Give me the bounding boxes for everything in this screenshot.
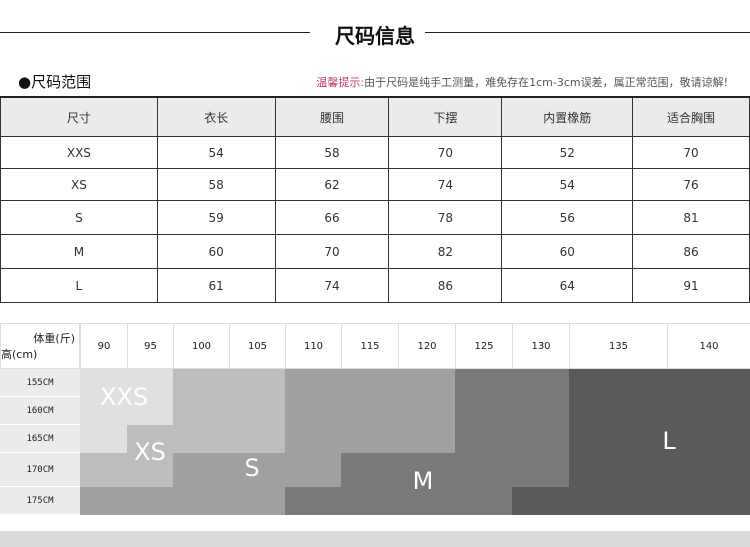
header-cell: 尺寸	[0, 96, 158, 137]
table-cell: 60	[156, 234, 276, 269]
weight-tick: 120	[398, 323, 456, 369]
weight-tick: 95	[127, 323, 174, 369]
table-cell: 64	[501, 268, 634, 303]
weight-tick: 125	[455, 323, 513, 369]
weight-tick: 105	[229, 323, 286, 369]
table-cell: 54	[156, 136, 276, 169]
table-cell: 81	[632, 200, 750, 235]
size-region-s	[173, 453, 341, 487]
height-tick: 170CM	[0, 453, 80, 487]
table-row: XS 58 62 74 54 76	[0, 168, 750, 201]
size-region-xxs	[80, 425, 127, 453]
size-label-s: S	[244, 454, 260, 482]
page-title: 尺码信息	[335, 24, 415, 48]
header-cell: 下摆	[388, 96, 503, 137]
table-cell: 91	[632, 268, 750, 303]
table-cell: S	[0, 200, 158, 235]
height-tick: 165CM	[0, 425, 80, 453]
table-cell: 70	[274, 234, 390, 269]
table-cell: 74	[388, 168, 503, 201]
table-cell: 82	[388, 234, 503, 269]
size-region-xxs	[80, 369, 173, 425]
title-rule-right	[425, 32, 750, 33]
table-cell: 70	[632, 136, 750, 169]
size-label-xxs: XXS	[99, 383, 149, 411]
weight-height-corner: 体重(斤) 高(cm)	[0, 323, 80, 369]
table-cell: 66	[274, 200, 390, 235]
table-cell: XXS	[0, 136, 158, 169]
table-cell: 76	[632, 168, 750, 201]
table-row: XXS 54 58 70 52 70	[0, 136, 750, 169]
table-cell: 58	[274, 136, 390, 169]
table-cell: 86	[388, 268, 503, 303]
header-cell: 衣长	[156, 96, 276, 137]
height-tick: 175CM	[0, 487, 80, 515]
table-cell: 86	[632, 234, 750, 269]
tip-note: 温馨提示:由于尺码是纯手工测量，难免存在1cm-3cm误差，属正常范围，敬请谅解…	[316, 74, 728, 90]
weight-tick: 140	[667, 323, 750, 369]
size-region-s	[80, 487, 285, 515]
size-label-xs: XS	[134, 438, 166, 466]
table-cell: 61	[156, 268, 276, 303]
table-cell: 58	[156, 168, 276, 201]
size-label-m: M	[412, 467, 434, 495]
weight-tick: 135	[569, 323, 668, 369]
tip-text: 由于尺码是纯手工测量，难免存在1cm-3cm误差，属正常范围，敬请谅解!	[364, 76, 728, 89]
size-region-s	[285, 369, 455, 453]
table-cell: 60	[501, 234, 634, 269]
size-region-m	[285, 487, 512, 515]
height-axis-label: 高(cm)	[1, 348, 38, 361]
weight-tick: 90	[80, 323, 128, 369]
height-tick: 160CM	[0, 397, 80, 425]
table-cell: 56	[501, 200, 634, 235]
size-region-xs	[173, 369, 285, 453]
header-cell: 适合胸围	[632, 96, 750, 137]
table-row: L 61 74 86 64 91	[0, 268, 750, 303]
table-row: S 59 66 78 56 81	[0, 200, 750, 235]
table-cell: M	[0, 234, 158, 269]
table-cell: L	[0, 268, 158, 303]
size-chart-grid: 体重(斤) 高(cm) 90 95 100 105 110 115 120 125 130 135 14…	[0, 323, 750, 516]
size-table: 尺寸 衣长 腰围 下摆 内置橡筋 适合胸围 XXS 54 58 70 52 70 XS 58 6…	[0, 96, 750, 303]
section-heading: ●尺码范围	[18, 73, 92, 91]
table-cell: 62	[274, 168, 390, 201]
weight-tick: 115	[341, 323, 399, 369]
table-cell: 74	[274, 268, 390, 303]
header-cell: 内置橡筋	[501, 96, 634, 137]
title-rule-left	[0, 32, 310, 33]
tip-label: 温馨提示:	[316, 76, 365, 89]
table-cell: XS	[0, 168, 158, 201]
weight-tick: 100	[173, 323, 230, 369]
size-region-l	[512, 487, 569, 515]
weight-tick: 130	[512, 323, 570, 369]
table-cell: 54	[501, 168, 634, 201]
table-row: M 60 70 82 60 86	[0, 234, 750, 269]
weight-tick: 110	[285, 323, 342, 369]
size-region-m	[455, 369, 569, 487]
weight-axis-label: 体重(斤)	[33, 332, 75, 345]
size-region-xs	[80, 453, 127, 487]
table-cell: 78	[388, 200, 503, 235]
size-region-m	[341, 453, 455, 487]
size-label-l: L	[662, 427, 676, 455]
table-cell: 59	[156, 200, 276, 235]
footer-band	[0, 531, 750, 547]
header-cell: 腰围	[274, 96, 390, 137]
table-cell: 52	[501, 136, 634, 169]
size-region-l	[569, 369, 750, 515]
table-cell: 70	[388, 136, 503, 169]
size-region-xs	[127, 425, 173, 487]
height-tick: 155CM	[0, 369, 80, 397]
table-header-row: 尺寸 衣长 腰围 下摆 内置橡筋 适合胸围	[0, 96, 750, 137]
